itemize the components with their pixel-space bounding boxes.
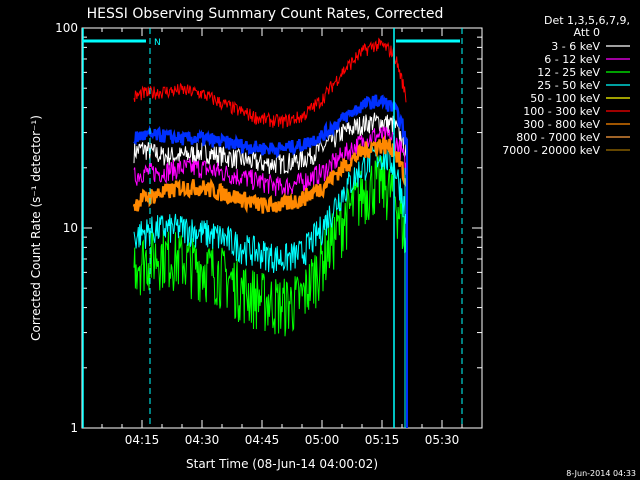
legend-label: 3 - 6 keV bbox=[551, 40, 600, 53]
y-tick-label: 10 bbox=[63, 221, 78, 235]
legend-header-line-2: Att 0 bbox=[574, 26, 600, 39]
y-axis-label: Corrected Count Rate (s⁻¹ detector⁻¹) bbox=[29, 115, 43, 341]
x-tick-label: 05:15 bbox=[365, 433, 400, 447]
x-tick-label: 04:45 bbox=[245, 433, 280, 447]
series-line bbox=[132, 134, 408, 214]
legend-label: 800 - 7000 keV bbox=[516, 131, 600, 144]
footer-timestamp: 8-Jun-2014 04:33 bbox=[566, 469, 636, 478]
y-tick-label: 100 bbox=[55, 21, 78, 35]
series-line bbox=[133, 94, 408, 159]
legend-label: 12 - 25 keV bbox=[537, 66, 600, 79]
legend-label: 6 - 12 keV bbox=[544, 53, 600, 66]
series-line bbox=[133, 155, 407, 337]
legend-label: 25 - 50 keV bbox=[537, 79, 600, 92]
legend-label: 50 - 100 keV bbox=[530, 92, 600, 105]
series-line bbox=[133, 37, 407, 129]
legend-label: 300 - 800 keV bbox=[523, 118, 600, 131]
x-tick-label: 04:30 bbox=[185, 433, 220, 447]
x-axis-label: Start Time (08-Jun-14 04:00:02) bbox=[186, 457, 378, 471]
legend-header-line-1: Det 1,3,5,6,7,9, bbox=[544, 14, 630, 27]
plot-area: 04:15 04:30 04:45 05:00 05:15 05:30 1 10 100 N bbox=[55, 21, 483, 447]
series-line bbox=[133, 126, 407, 197]
x-tick-label: 05:30 bbox=[425, 433, 460, 447]
series-line bbox=[133, 112, 407, 175]
legend-label: 100 - 300 keV bbox=[523, 105, 600, 118]
x-tick-label: 04:15 bbox=[125, 433, 160, 447]
x-tick-label: 05:00 bbox=[305, 433, 340, 447]
night-annotation-label: N bbox=[154, 38, 161, 48]
y-tick-label: 1 bbox=[70, 421, 78, 435]
chart-title: HESSI Observing Summary Count Rates, Cor… bbox=[87, 6, 444, 22]
series-line bbox=[133, 143, 407, 274]
legend-label: 7000 - 20000 keV bbox=[502, 144, 600, 157]
